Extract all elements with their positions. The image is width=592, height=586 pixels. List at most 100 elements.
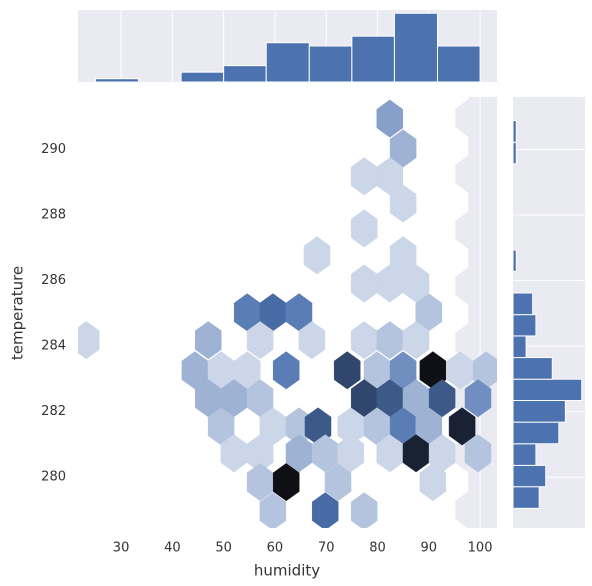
empty-hex bbox=[52, 519, 78, 556]
empty-hex bbox=[442, 518, 468, 528]
histogram-bar bbox=[393, 12, 439, 83]
empty-hex bbox=[78, 97, 79, 100]
hex bbox=[402, 321, 430, 360]
histogram-bar bbox=[223, 65, 267, 83]
y-tick-label: 280 bbox=[41, 470, 66, 485]
empty-hex bbox=[156, 518, 182, 528]
empty-hex bbox=[0, 519, 26, 556]
empty-hex bbox=[13, 211, 39, 248]
hex bbox=[376, 99, 404, 138]
empty-hex bbox=[26, 71, 52, 108]
histogram-bar bbox=[512, 400, 566, 423]
empty-hex bbox=[0, 211, 13, 248]
hex bbox=[350, 492, 378, 528]
histogram-bar bbox=[512, 314, 537, 337]
empty-hex bbox=[78, 210, 92, 250]
empty-hex bbox=[13, 155, 39, 192]
empty-hex bbox=[39, 99, 65, 136]
empty-hex bbox=[0, 71, 26, 108]
empty-hex bbox=[0, 491, 13, 528]
empty-hex bbox=[65, 547, 91, 584]
hex bbox=[376, 157, 404, 196]
histogram-bar bbox=[94, 78, 140, 83]
empty-hex bbox=[0, 127, 26, 164]
empty-hex bbox=[0, 99, 13, 136]
empty-hex bbox=[13, 435, 39, 472]
hex bbox=[464, 434, 492, 473]
empty-hex bbox=[13, 99, 39, 136]
histogram-bar bbox=[512, 120, 517, 143]
empty-hex bbox=[13, 379, 39, 416]
empty-hex bbox=[182, 518, 208, 528]
histogram-bar bbox=[512, 141, 517, 165]
x-tick-label: 50 bbox=[215, 541, 232, 556]
empty-hex bbox=[78, 434, 92, 474]
hex bbox=[311, 492, 339, 528]
hex bbox=[272, 463, 300, 502]
y-tick-label: 286 bbox=[41, 273, 66, 288]
empty-hex bbox=[26, 519, 52, 556]
y-axis-label: temperature bbox=[9, 266, 27, 360]
x-tick-label: 90 bbox=[421, 541, 438, 556]
empty-hex bbox=[78, 378, 92, 418]
empty-hex bbox=[78, 360, 79, 380]
hex bbox=[419, 463, 447, 502]
histogram-bar bbox=[512, 378, 583, 402]
histogram-bar bbox=[265, 42, 310, 83]
histogram-bar bbox=[512, 421, 560, 445]
x-tick-label: 60 bbox=[267, 541, 284, 556]
hex bbox=[402, 264, 430, 303]
histogram-bar bbox=[512, 249, 517, 272]
empty-hex bbox=[78, 248, 79, 268]
histogram-bar bbox=[512, 464, 547, 488]
empty-hex bbox=[26, 351, 52, 388]
empty-hex bbox=[0, 379, 13, 416]
hex bbox=[337, 434, 365, 473]
empty-hex bbox=[39, 435, 65, 472]
hex bbox=[448, 407, 476, 446]
x-tick-label: 40 bbox=[164, 541, 181, 556]
empty-hex bbox=[208, 518, 234, 528]
hex bbox=[303, 236, 331, 275]
hex bbox=[324, 463, 352, 502]
hex bbox=[389, 129, 417, 168]
y-tick-label: 282 bbox=[41, 404, 66, 419]
empty-hex bbox=[0, 435, 13, 472]
empty-hex bbox=[416, 518, 442, 528]
empty-hex bbox=[13, 547, 39, 584]
empty-hex bbox=[130, 518, 156, 528]
empty-hex bbox=[0, 463, 26, 500]
y-tick-label: 288 bbox=[41, 207, 66, 222]
histogram-bar bbox=[180, 71, 225, 83]
y-tick-label: 284 bbox=[41, 339, 66, 354]
histogram-bar bbox=[512, 357, 553, 380]
empty-hex bbox=[338, 518, 364, 528]
empty-hex bbox=[78, 98, 92, 138]
empty-hex bbox=[26, 295, 52, 332]
empty-hex bbox=[0, 547, 13, 584]
empty-hex bbox=[39, 547, 65, 584]
empty-hex bbox=[364, 518, 390, 528]
empty-hex bbox=[78, 518, 104, 528]
histogram-bar bbox=[308, 45, 353, 83]
histogram-bar bbox=[512, 443, 537, 466]
histogram-bar bbox=[512, 486, 540, 509]
empty-hex bbox=[39, 155, 65, 192]
x-tick-label: 100 bbox=[468, 541, 493, 556]
empty-hex bbox=[390, 518, 416, 528]
histogram-bar bbox=[512, 292, 534, 316]
hex bbox=[333, 351, 361, 390]
hex bbox=[298, 321, 326, 360]
empty-hex bbox=[78, 490, 92, 528]
empty-hex bbox=[0, 183, 26, 220]
empty-hex bbox=[0, 407, 26, 444]
empty-hex bbox=[104, 518, 130, 528]
hex bbox=[272, 351, 300, 390]
empty-hex bbox=[39, 491, 65, 528]
empty-hex bbox=[234, 518, 260, 528]
x-tick-label: 30 bbox=[113, 541, 130, 556]
histogram-bar bbox=[512, 335, 527, 359]
empty-hex bbox=[13, 491, 39, 528]
empty-hex bbox=[78, 266, 92, 306]
